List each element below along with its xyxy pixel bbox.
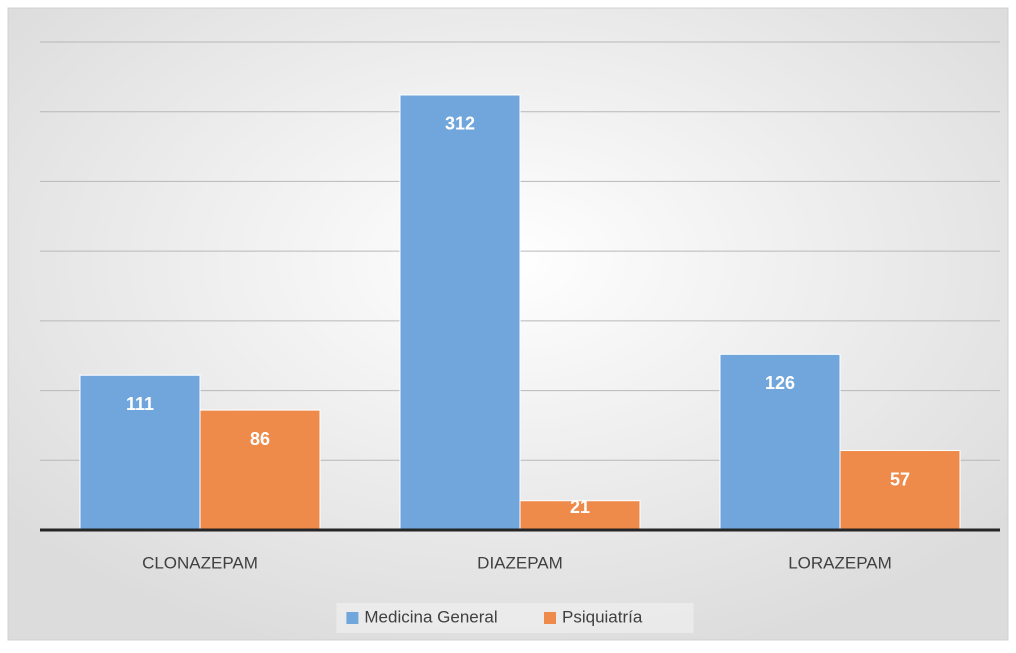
bar [519, 500, 641, 531]
data-label: 21 [570, 497, 590, 517]
data-label: 57 [890, 469, 910, 489]
bar [399, 94, 521, 531]
bar [199, 409, 321, 531]
x-tick-label: LORAZEPAM [788, 553, 892, 572]
data-label: 126 [765, 373, 795, 393]
x-tick-label: CLONAZEPAM [142, 553, 258, 572]
bar [719, 353, 841, 531]
data-label: 86 [250, 429, 270, 449]
legend-label: Medicina General [364, 607, 497, 626]
legend-swatch [346, 612, 359, 624]
data-label: 111 [126, 394, 154, 414]
bar [839, 450, 961, 531]
legend-swatch [544, 612, 556, 624]
legend-background [336, 603, 694, 633]
x-tick-label: DIAZEPAM [477, 553, 563, 572]
data-label: 312 [445, 114, 475, 134]
bar [79, 374, 201, 531]
legend-label: Psiquiatría [562, 607, 643, 626]
